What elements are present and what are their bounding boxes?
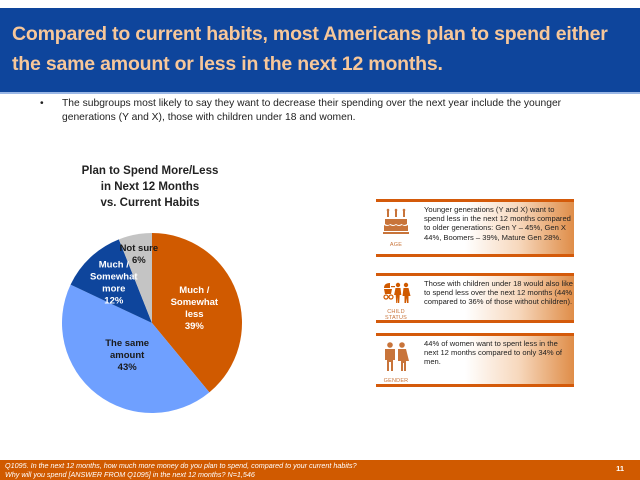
chart-title: Plan to Spend More/Less in Next 12 Month…	[60, 163, 240, 211]
pie-data-label: Much / Somewhat less 39%	[171, 285, 219, 332]
pie-label-line: Much /	[179, 285, 209, 296]
birthday-cake-icon	[383, 208, 409, 234]
pie-label-line: Somewhat	[90, 271, 138, 282]
title-bar: Compared to current habits, most America…	[0, 8, 640, 94]
insight-card-child-status: CHILD STATUS Those with children under 1…	[376, 273, 574, 323]
chart-title-line: Plan to Spend More/Less	[81, 165, 219, 177]
footnote-line: Q1095. In the next 12 months, how much m…	[5, 461, 357, 470]
man-woman-icon	[385, 342, 409, 371]
insight-card-gender: GENDER 44% of women want to spent less i…	[376, 333, 574, 387]
pie-label-line: Not sure	[120, 243, 159, 254]
pie-slice-the-same-amount	[62, 284, 210, 413]
bullet-text: The subgroups most likely to say they wa…	[62, 98, 562, 123]
page-number: 11	[616, 464, 624, 473]
card-text: Those with children under 18 would also …	[424, 279, 574, 307]
pie-labels: Much / Somewhat less 39%The same amount 43%Mu…	[90, 243, 219, 373]
footer-bar: Q1095. In the next 12 months, how much m…	[0, 460, 640, 480]
pie-slice-not-sure	[118, 233, 152, 323]
footnote: Q1095. In the next 12 months, how much m…	[5, 461, 357, 479]
card-text: 44% of women want to spent less in the n…	[424, 339, 563, 367]
chart-title-line: vs. Current Habits	[100, 197, 200, 209]
icon-label-age: AGE	[389, 242, 403, 248]
family-stroller-icon	[383, 282, 411, 303]
pie-label-line: more	[102, 283, 125, 294]
pie-label-line: amount	[110, 350, 145, 361]
pie-label-line: 12%	[104, 295, 124, 306]
card-icon-column: GENDER	[376, 336, 416, 384]
footnote-line: Why will you spend [ANSWER FROM Q1095] i…	[5, 470, 255, 479]
pie-slice-much-somewhat-more	[70, 239, 152, 323]
pie-chart: Much / Somewhat less 39%The same amount 43%Mu…	[62, 233, 243, 413]
icon-label-child: CHILD	[387, 309, 405, 315]
pie-data-label: Much / Somewhat more 12%	[90, 259, 138, 306]
icon-label-gender: GENDER	[383, 378, 409, 384]
page-title: Compared to current habits, most America…	[12, 23, 608, 75]
pie-label-line: less	[185, 309, 204, 320]
bullet-marker: •	[40, 98, 44, 109]
card-text: Younger generations (Y and X) want to sp…	[424, 205, 571, 242]
insight-card-age: AGE Younger generations (Y and X) want t…	[376, 199, 574, 257]
pie-slices	[62, 233, 243, 413]
icon-label-status: STATUS	[384, 315, 408, 321]
pie-data-label: The same amount 43%	[105, 338, 149, 373]
pie-label-line: The same	[105, 338, 149, 349]
pie-label-line: 43%	[118, 362, 138, 373]
pie-label-line: 6%	[132, 255, 146, 266]
chart-title-line: in Next 12 Months	[100, 181, 200, 193]
card-icon-column: CHILD STATUS	[376, 276, 416, 321]
pie-label-line: Much /	[99, 259, 129, 270]
card-icon-column: AGE	[376, 202, 416, 254]
pie-data-label: Not sure 6%	[120, 243, 159, 266]
pie-label-line: Somewhat	[171, 297, 219, 308]
pie-slice-much-somewhat-less	[152, 233, 243, 393]
pie-label-line: 39%	[185, 321, 205, 332]
